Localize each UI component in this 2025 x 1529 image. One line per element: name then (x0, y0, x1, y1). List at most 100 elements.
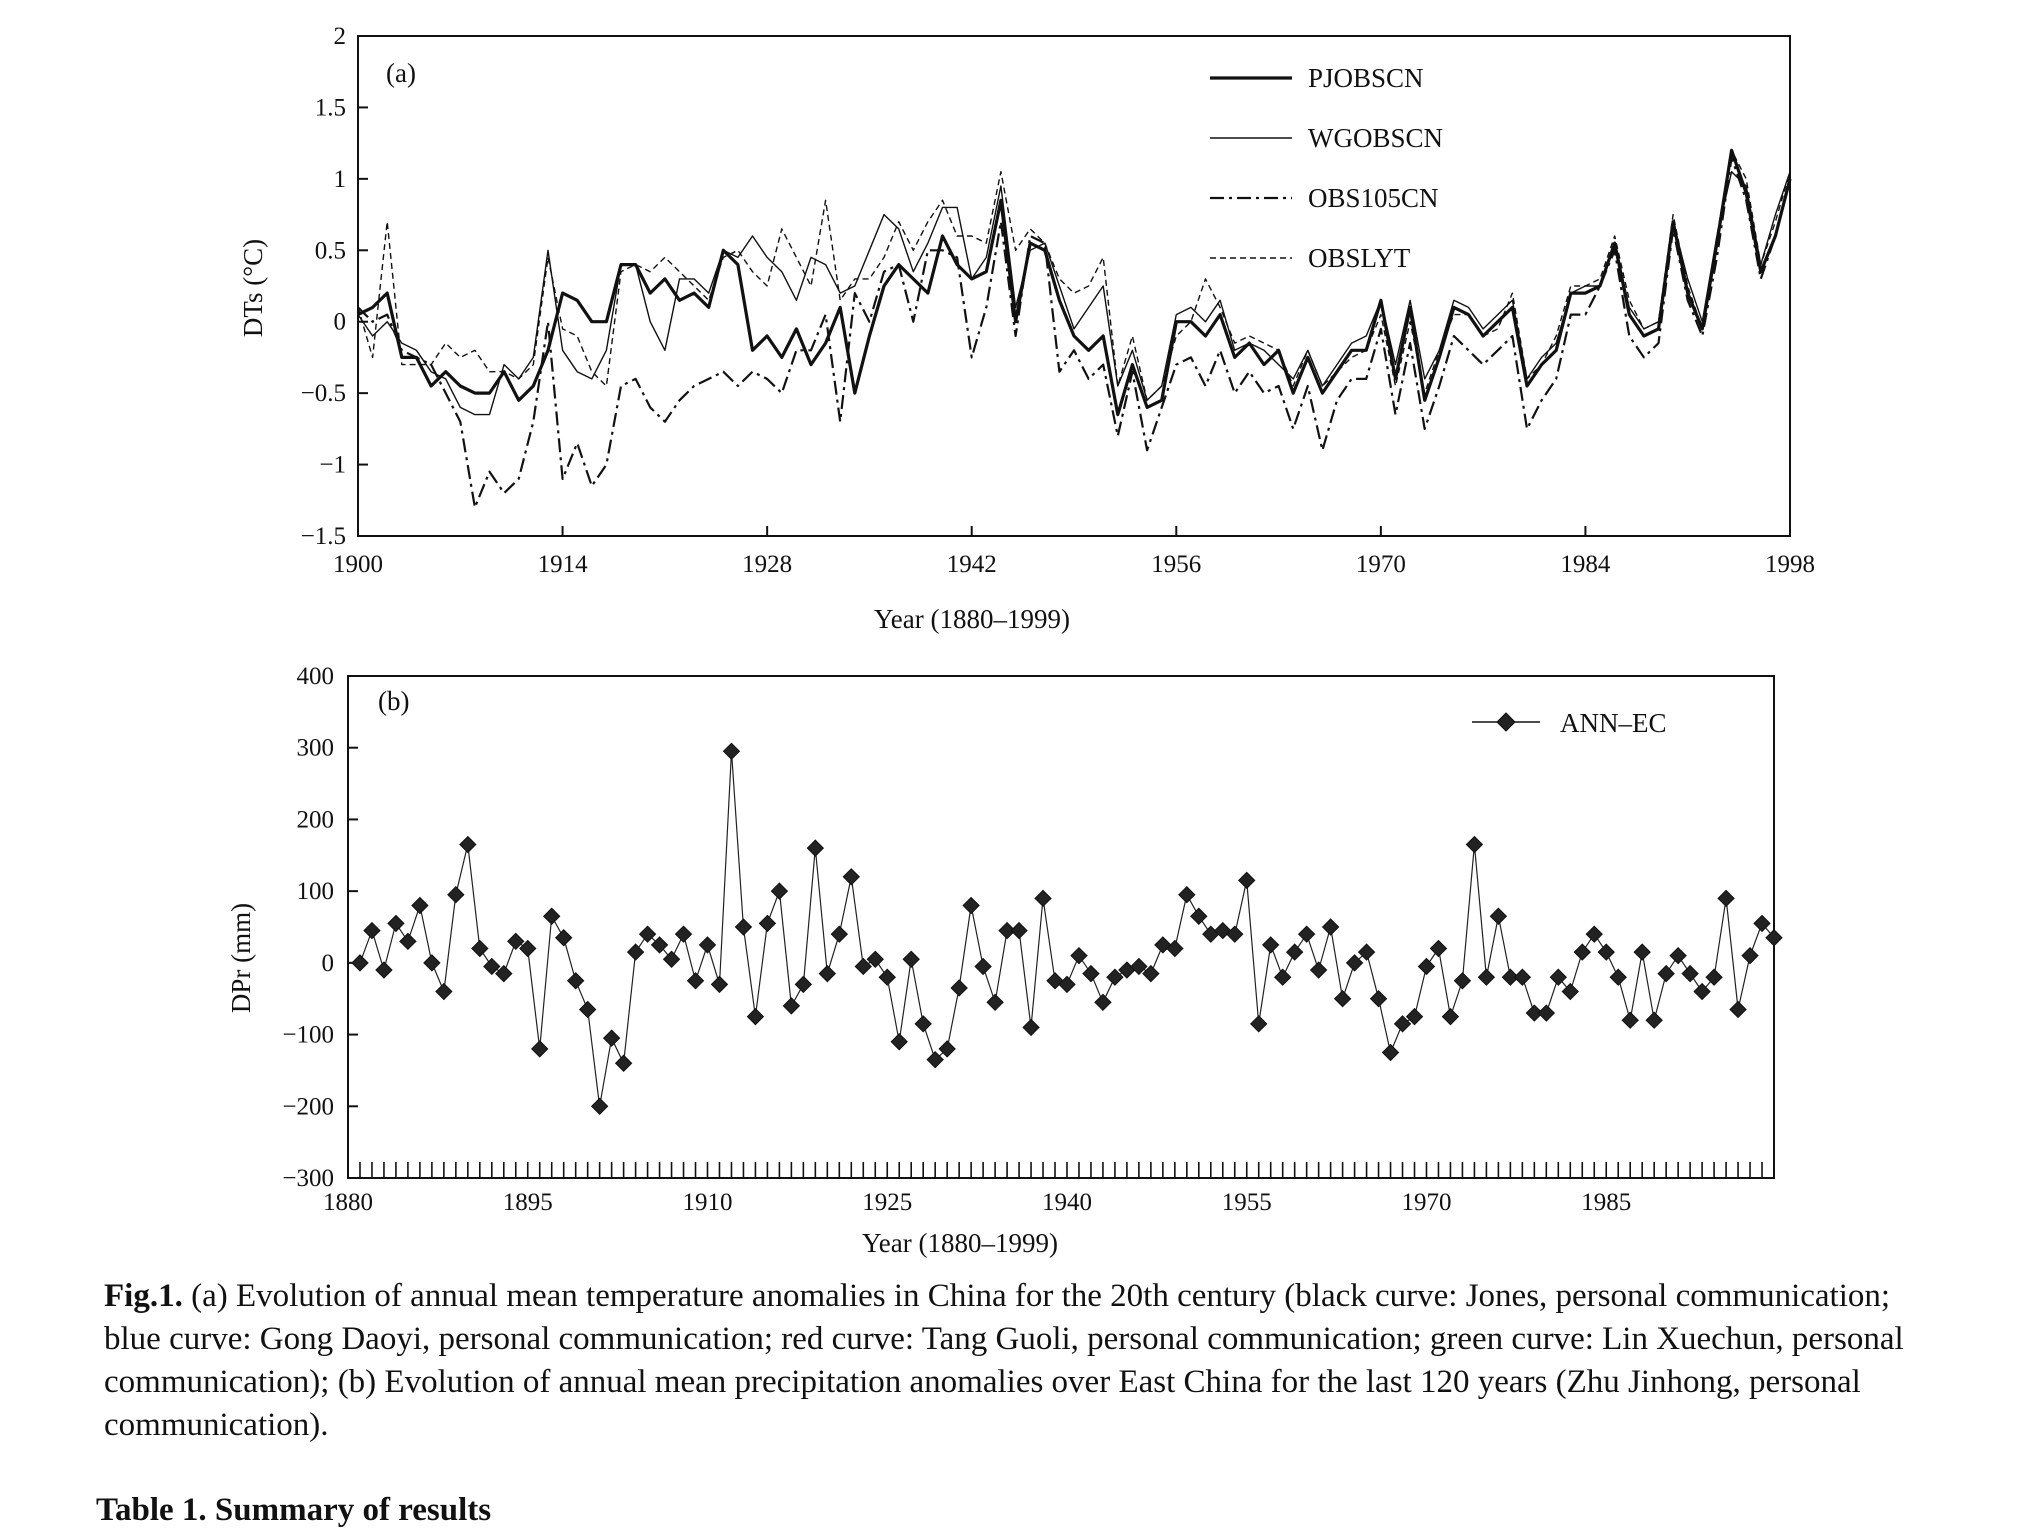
data-point-marker (1297, 925, 1316, 943)
panel-a-y-tick-label: −0.5 (301, 380, 346, 407)
data-point-marker (447, 886, 465, 904)
data-point-marker (375, 961, 393, 979)
data-point-marker (674, 925, 693, 943)
data-point-marker (387, 914, 405, 933)
data-point-marker (590, 1097, 609, 1115)
legend-label-pjobscn: PJOBSCN (1308, 63, 1424, 93)
data-point-marker (1561, 982, 1579, 1001)
panel-b-y-tick-label: 300 (297, 735, 335, 762)
data-point-marker (902, 950, 920, 968)
legend-label-obs105cn: OBS105CN (1308, 183, 1439, 213)
panel-b-x-tick-label: 1880 (323, 1189, 373, 1216)
data-point-marker (507, 932, 525, 951)
figure-caption-text: (a) Evolution of annual mean temperature… (104, 1278, 1904, 1443)
data-point-marker (435, 982, 453, 1001)
data-point-marker (662, 950, 681, 968)
data-point-marker (566, 972, 585, 990)
panel-a-x-tick-label: 1956 (1151, 551, 1201, 578)
panel-b-y-axis-label: DPr (mm) (226, 903, 256, 1013)
data-point-marker (818, 964, 837, 983)
data-point-marker (698, 936, 717, 954)
series-line-obslyt (357, 149, 1791, 401)
panel-b-y-ticks: −300 −200 −100 0 100 200 300 400 (282, 663, 358, 1192)
data-point-marker (1609, 968, 1627, 986)
panel-a-y-tick-label: −1.5 (301, 523, 346, 550)
data-point-marker (638, 925, 657, 943)
data-point-marker (1621, 1011, 1639, 1029)
data-point-marker (1765, 929, 1783, 947)
data-point-marker (1082, 964, 1100, 983)
panel-a-legend: PJOBSCN WGOBSCN OBS105CN OBSLYT (1210, 63, 1443, 273)
panel-a-x-tick-label: 1998 (1765, 551, 1815, 578)
panel-a-y-tick-label: 2 (334, 23, 347, 50)
data-point-marker (1717, 889, 1735, 908)
panel-a-x-tick-label: 1942 (947, 551, 997, 578)
panel-a-temperature-chart: (a) Year (1880–1999) DTs (°C) −1.5 −1 −0.5… (238, 23, 1815, 634)
data-point-marker (1094, 993, 1112, 1012)
data-point-marker (1250, 1015, 1268, 1033)
panel-b-series (351, 742, 1783, 1115)
data-point-marker (1465, 835, 1484, 854)
data-point-marker (986, 993, 1004, 1012)
series-line-obs105cn (357, 156, 1792, 509)
data-point-marker (1381, 1043, 1400, 1062)
panel-a-y-ticks: −1.5 −1 −0.5 0 0.5 1 1.5 2 (301, 23, 368, 550)
series-line-wgobscn (357, 170, 1791, 416)
panel-b-label: (b) (378, 686, 409, 716)
data-point-marker (1729, 1000, 1747, 1019)
data-point-marker (806, 839, 825, 857)
data-point-marker (1058, 975, 1076, 994)
data-point-marker (411, 896, 429, 915)
data-point-marker (399, 932, 417, 951)
data-point-marker (495, 964, 513, 983)
data-point-marker (1681, 964, 1699, 983)
data-point-marker (1321, 918, 1340, 936)
panel-b-x-tick-label: 1970 (1401, 1189, 1451, 1216)
panel-b-x-tick-label: 1925 (862, 1189, 912, 1216)
panel-b-x-tick-label: 1940 (1042, 1189, 1092, 1216)
data-point-marker (1142, 964, 1160, 983)
data-point-marker (650, 936, 669, 954)
data-point-marker (1753, 914, 1771, 933)
panel-b-precipitation-chart: (b) Year (1880–1999) DPr (mm) −300 −200 −1… (226, 663, 1783, 1258)
legend-label-ann-ec: ANN–EC (1560, 708, 1667, 738)
panel-b-y-tick-label: 200 (297, 806, 335, 833)
panel-a-x-tick-label: 1928 (742, 551, 792, 578)
panel-a-x-axis-label: Year (1880–1999) (874, 604, 1070, 634)
panel-b-x-tick-label: 1955 (1222, 1189, 1272, 1216)
panel-b-y-tick-label: 400 (297, 663, 335, 690)
data-point-marker (1357, 943, 1376, 961)
data-point-marker (782, 997, 801, 1015)
data-point-marker (1549, 968, 1568, 986)
data-point-marker (1345, 954, 1364, 972)
data-point-marker (998, 921, 1016, 940)
data-point-marker (866, 950, 884, 968)
panel-b-x-ticks: 1880 1895 1910 1925 1940 1955 1970 1985 (323, 1162, 1775, 1216)
data-point-marker (1585, 925, 1603, 943)
series-line-pjobscn (357, 148, 1792, 417)
panel-a-y-axis-label: DTs (°C) (238, 239, 268, 337)
data-point-marker (734, 918, 753, 936)
data-point-marker (1022, 1018, 1040, 1037)
panel-b-y-tick-label: −100 (282, 1022, 334, 1049)
data-point-marker (363, 921, 381, 940)
data-point-marker (1669, 946, 1687, 965)
data-point-marker (1693, 982, 1711, 1001)
data-point-marker (770, 882, 789, 900)
panel-b-y-tick-label: −200 (282, 1093, 334, 1120)
data-point-marker (794, 975, 813, 994)
data-point-marker (1741, 946, 1759, 965)
data-point-marker (614, 1054, 633, 1072)
panel-b-x-axis-label: Year (1880–1999) (862, 1228, 1058, 1258)
data-point-marker (1178, 886, 1196, 904)
data-point-marker (1645, 1011, 1663, 1029)
data-point-marker (519, 939, 537, 958)
data-point-marker (926, 1050, 944, 1069)
data-point-marker (1238, 871, 1256, 890)
figure-caption-label: Fig.1. (104, 1278, 183, 1314)
data-point-marker (1190, 907, 1208, 925)
data-point-marker (1573, 943, 1591, 961)
data-point-marker (914, 1015, 932, 1033)
data-point-marker (1130, 957, 1148, 976)
legend-swatch-diamond (1496, 712, 1516, 732)
